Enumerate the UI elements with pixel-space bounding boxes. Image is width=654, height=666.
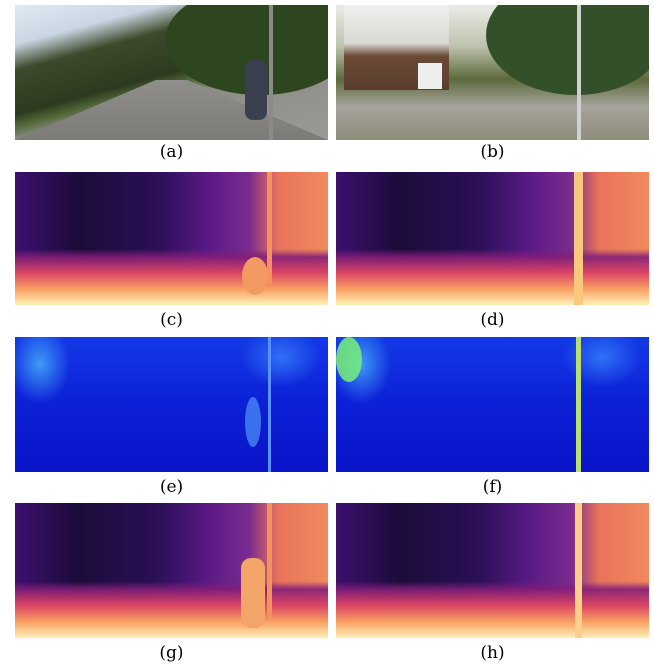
error-spot [245,397,261,447]
image-panel [336,172,649,305]
pole [577,5,581,140]
pole [269,5,273,140]
caption: (d) [336,310,649,330]
caption: (b) [336,142,649,162]
caption: (g) [15,643,328,663]
caption: (a) [15,142,328,162]
image-panel [336,5,649,140]
pole [574,172,583,305]
cyclist [245,60,267,120]
caption: (f) [336,477,649,497]
image-panel [336,503,649,638]
image-panel [336,337,649,472]
caption: (h) [336,643,649,663]
pole [267,172,272,285]
image-panel [15,337,328,472]
caption: (e) [15,477,328,497]
caption: (c) [15,310,328,330]
error-spot [336,337,362,382]
figure: (a) (b) (c) (d) (e) (f) (g) (h) [0,0,654,666]
pole [576,337,581,472]
tree [486,5,649,95]
image-panel [15,5,328,140]
pole [575,503,582,638]
cyclist-depth [241,558,265,628]
pole [268,337,271,472]
image-panel [15,503,328,638]
pole [267,503,272,618]
image-panel [15,172,328,305]
van [418,63,442,89]
cyclist-depth [242,257,268,295]
